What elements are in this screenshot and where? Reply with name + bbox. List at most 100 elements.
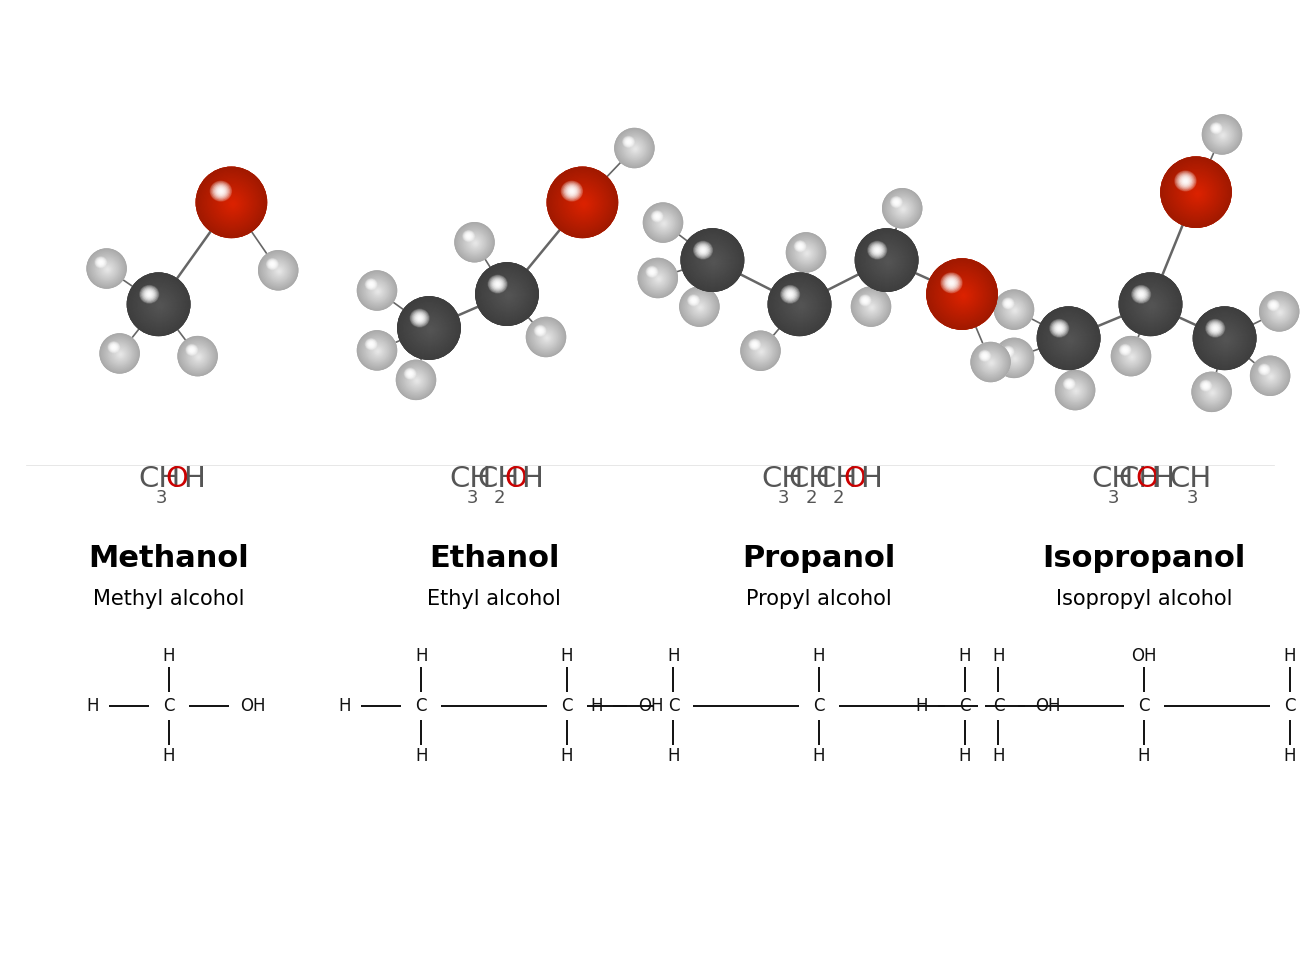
Ellipse shape	[655, 215, 659, 218]
Ellipse shape	[545, 336, 550, 340]
Ellipse shape	[1195, 308, 1254, 368]
Text: Propyl alcohol: Propyl alcohol	[746, 589, 892, 609]
Ellipse shape	[781, 286, 800, 303]
Ellipse shape	[1127, 353, 1136, 361]
Ellipse shape	[1123, 348, 1139, 364]
Ellipse shape	[656, 217, 671, 229]
Ellipse shape	[659, 218, 670, 228]
Ellipse shape	[658, 278, 659, 279]
Ellipse shape	[952, 284, 972, 305]
Ellipse shape	[1011, 308, 1017, 312]
Ellipse shape	[1115, 340, 1147, 372]
Ellipse shape	[1268, 373, 1273, 379]
Ellipse shape	[400, 299, 458, 358]
Ellipse shape	[633, 147, 637, 151]
Ellipse shape	[460, 228, 490, 257]
Ellipse shape	[104, 267, 108, 271]
Ellipse shape	[646, 267, 658, 277]
Ellipse shape	[538, 329, 555, 346]
Ellipse shape	[1176, 173, 1217, 213]
Ellipse shape	[1270, 376, 1271, 378]
Ellipse shape	[1040, 309, 1097, 367]
Ellipse shape	[991, 362, 992, 363]
Ellipse shape	[413, 377, 421, 384]
Ellipse shape	[207, 177, 257, 228]
Ellipse shape	[698, 246, 707, 254]
Ellipse shape	[571, 190, 597, 216]
Ellipse shape	[644, 203, 682, 242]
Ellipse shape	[654, 214, 672, 231]
Ellipse shape	[406, 369, 426, 391]
Ellipse shape	[572, 192, 593, 213]
Ellipse shape	[660, 220, 668, 228]
Ellipse shape	[216, 186, 226, 196]
Ellipse shape	[649, 269, 655, 274]
Ellipse shape	[398, 361, 436, 399]
Ellipse shape	[408, 373, 424, 388]
Ellipse shape	[456, 224, 493, 261]
Ellipse shape	[581, 202, 586, 206]
Ellipse shape	[1124, 278, 1176, 331]
Ellipse shape	[1217, 129, 1227, 141]
Ellipse shape	[872, 246, 904, 276]
Ellipse shape	[989, 361, 993, 365]
Ellipse shape	[408, 307, 451, 350]
Ellipse shape	[644, 203, 682, 242]
Ellipse shape	[533, 324, 559, 350]
Ellipse shape	[398, 362, 434, 398]
Ellipse shape	[1273, 305, 1274, 306]
Ellipse shape	[485, 272, 530, 317]
Ellipse shape	[1117, 342, 1145, 370]
Ellipse shape	[1214, 126, 1218, 130]
Ellipse shape	[632, 145, 638, 152]
Ellipse shape	[112, 346, 116, 349]
Ellipse shape	[1221, 134, 1223, 136]
Ellipse shape	[1037, 307, 1100, 369]
Ellipse shape	[220, 190, 222, 192]
Ellipse shape	[1219, 132, 1226, 139]
Ellipse shape	[854, 289, 889, 324]
Ellipse shape	[374, 348, 381, 355]
Ellipse shape	[1011, 355, 1019, 362]
Ellipse shape	[1070, 385, 1080, 395]
Ellipse shape	[187, 345, 208, 367]
Ellipse shape	[1223, 337, 1228, 343]
Ellipse shape	[364, 337, 391, 364]
Ellipse shape	[987, 358, 994, 366]
Ellipse shape	[891, 197, 914, 220]
Ellipse shape	[654, 274, 662, 282]
Ellipse shape	[1180, 176, 1191, 185]
Ellipse shape	[486, 273, 528, 315]
Ellipse shape	[537, 329, 555, 347]
Ellipse shape	[1201, 315, 1249, 362]
Ellipse shape	[744, 334, 779, 368]
Ellipse shape	[467, 234, 484, 251]
Ellipse shape	[1130, 355, 1135, 359]
Ellipse shape	[373, 287, 381, 294]
Ellipse shape	[623, 137, 646, 160]
Ellipse shape	[1214, 126, 1231, 143]
Ellipse shape	[870, 306, 872, 308]
Ellipse shape	[368, 341, 387, 360]
Ellipse shape	[861, 295, 881, 317]
Ellipse shape	[1269, 375, 1273, 379]
Ellipse shape	[1060, 375, 1091, 405]
Ellipse shape	[680, 287, 719, 326]
Ellipse shape	[1122, 347, 1140, 365]
Ellipse shape	[365, 279, 389, 303]
Ellipse shape	[1006, 302, 1022, 318]
Ellipse shape	[628, 141, 642, 156]
Ellipse shape	[108, 342, 131, 365]
Ellipse shape	[1112, 337, 1150, 376]
Ellipse shape	[946, 278, 957, 288]
Ellipse shape	[690, 298, 709, 315]
Ellipse shape	[363, 336, 391, 365]
Ellipse shape	[655, 275, 660, 281]
Ellipse shape	[861, 233, 913, 287]
Ellipse shape	[120, 354, 121, 355]
Ellipse shape	[229, 199, 238, 208]
Ellipse shape	[978, 349, 1005, 376]
Ellipse shape	[368, 281, 387, 300]
Ellipse shape	[98, 259, 104, 265]
Ellipse shape	[225, 195, 238, 209]
